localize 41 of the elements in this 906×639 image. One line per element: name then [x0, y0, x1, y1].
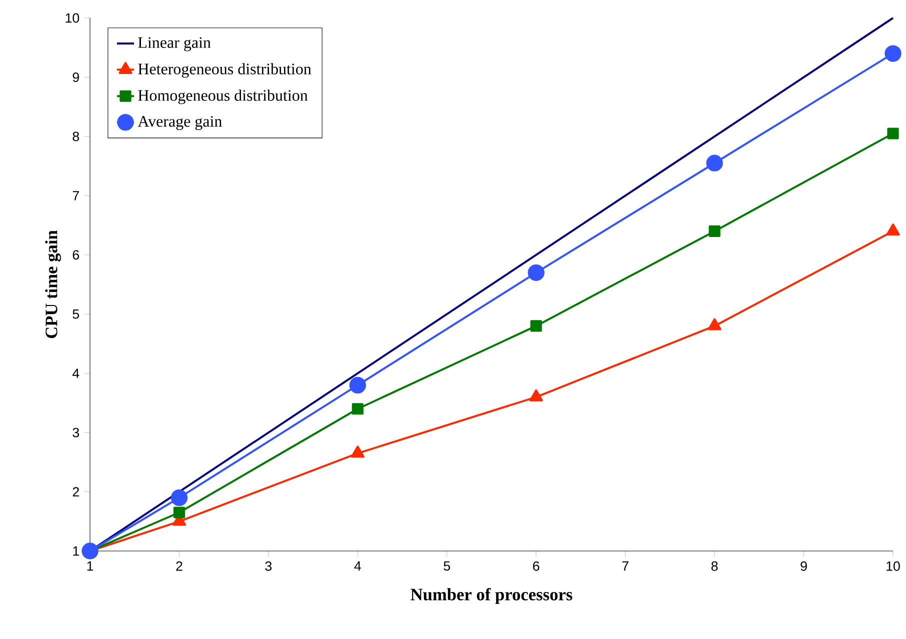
- x-tick-label: 8: [711, 561, 718, 571]
- y-tick-label: 2: [72, 487, 79, 496]
- x-tick-label: 7: [622, 561, 628, 571]
- point: [708, 318, 722, 330]
- y-tick-label: 3: [72, 428, 80, 438]
- y-tick-label: 7: [72, 191, 79, 200]
- point: [173, 506, 186, 518]
- point: [708, 225, 720, 238]
- point: [887, 128, 899, 140]
- y-tick-label: 9: [72, 72, 79, 82]
- point: [82, 542, 98, 560]
- y-tick-label: 10: [66, 13, 80, 23]
- point: [170, 489, 188, 506]
- legend-label: Homogeneous distribution: [138, 90, 308, 104]
- y-tick-label: 4: [72, 368, 80, 378]
- x-tick-label: 6: [533, 561, 540, 571]
- legend-label: Heterogeneous distribution: [138, 63, 312, 78]
- point: [530, 320, 542, 332]
- point: [350, 446, 364, 458]
- point: [886, 224, 900, 236]
- x-tick-label: 9: [800, 561, 807, 571]
- point: [352, 403, 364, 415]
- y-tick-label: 6: [72, 250, 80, 260]
- point: [884, 45, 902, 62]
- x-tick-label: 2: [176, 561, 182, 571]
- y-axis-title: CPU time gain: [45, 230, 61, 338]
- legend-label: Linear gain: [138, 37, 211, 52]
- y-tick-label: 1: [73, 546, 79, 556]
- legend-label: Average gain: [138, 116, 222, 130]
- x-axis-title: Number of processors: [410, 588, 572, 604]
- x-tick-label: 1: [87, 561, 94, 571]
- x-tick-label: 3: [265, 561, 272, 571]
- point: [528, 264, 544, 281]
- x-tick-label: 10: [886, 561, 900, 571]
- point: [529, 389, 543, 402]
- y-tick-label: 8: [72, 132, 80, 142]
- point: [706, 154, 723, 172]
- x-tick-label: 4: [354, 561, 361, 571]
- x-tick-label: 5: [444, 561, 450, 571]
- point: [349, 376, 366, 394]
- y-tick-label: 5: [72, 309, 80, 319]
